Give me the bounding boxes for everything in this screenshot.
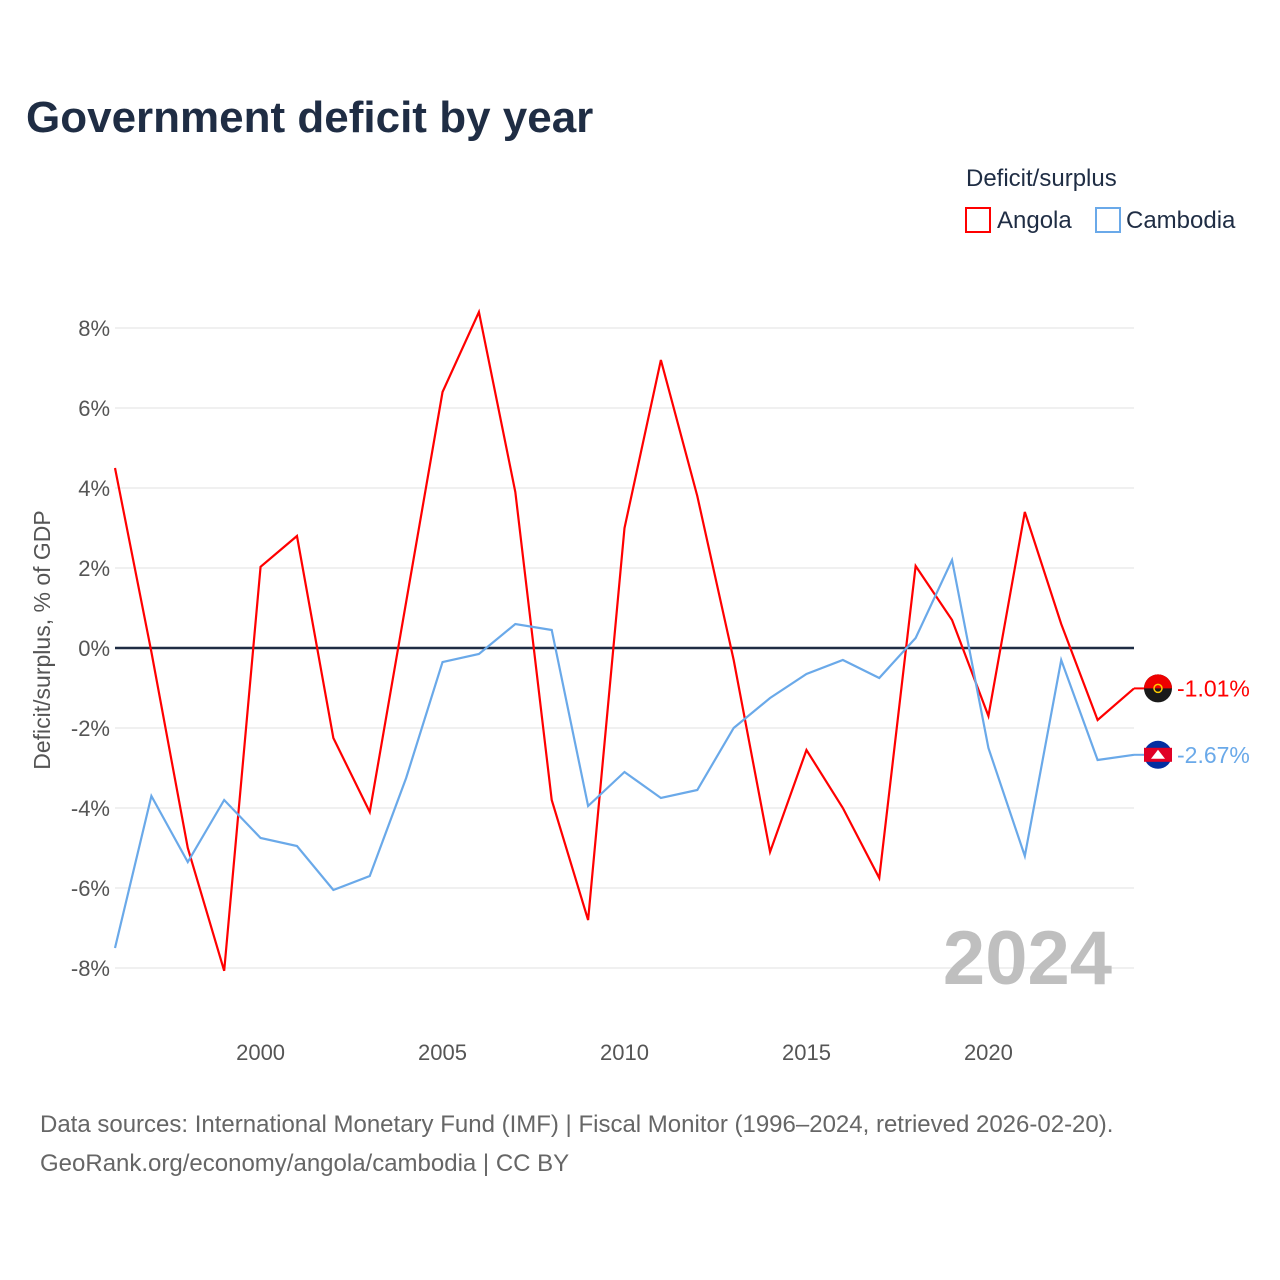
x-tick-label: 2015 — [782, 1040, 831, 1065]
chart-title: Government deficit by year — [26, 93, 593, 142]
y-tick-label: -4% — [71, 796, 110, 821]
y-tick-label: -8% — [71, 956, 110, 981]
legend-swatch-cambodia — [1095, 207, 1121, 233]
y-tick-label: -2% — [71, 716, 110, 741]
legend-label-angola: Angola — [997, 207, 1072, 234]
legend-title: Deficit/surplus — [966, 165, 1117, 192]
footer-source: Data sources: International Monetary Fun… — [40, 1111, 1113, 1138]
legend-label-cambodia: Cambodia — [1126, 207, 1236, 234]
legend-item-cambodia[interactable]: Cambodia — [1095, 207, 1236, 234]
series-line-angola — [113, 308, 1135, 972]
y-tick-label: 8% — [78, 316, 110, 341]
series-line-cambodia — [113, 556, 1135, 949]
x-tick-label: 2020 — [964, 1040, 1013, 1065]
y-tick-label: 4% — [78, 476, 110, 501]
x-tick-label: 2010 — [600, 1040, 649, 1065]
y-tick-label: 0% — [78, 636, 110, 661]
y-tick-label: 2% — [78, 556, 110, 581]
y-axis-label: Deficit/surplus, % of GDP — [29, 510, 55, 769]
flag-icon-angola — [1144, 674, 1172, 703]
legend-swatch-angola — [965, 207, 991, 233]
footer-link[interactable]: GeoRank.org/economy/angola/cambodia | CC… — [40, 1150, 569, 1177]
year-watermark: 2024 — [943, 916, 1112, 1001]
x-tick-label: 2000 — [236, 1040, 285, 1065]
end-label-cambodia: -2.67% — [1177, 742, 1250, 768]
y-tick-label: -6% — [71, 876, 110, 901]
y-tick-label: 6% — [78, 396, 110, 421]
x-tick-label: 2005 — [418, 1040, 467, 1065]
end-label-angola: -1.01% — [1177, 675, 1250, 701]
flag-icon-cambodia — [1144, 740, 1172, 769]
legend-item-angola[interactable]: Angola — [965, 207, 1072, 234]
